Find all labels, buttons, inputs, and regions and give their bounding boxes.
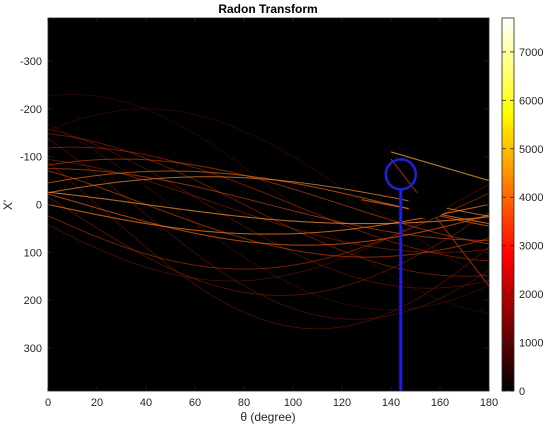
x-axis-label: θ (degree) — [240, 410, 295, 424]
sinogram-curve — [48, 146, 489, 262]
sinogram-curve — [48, 94, 489, 314]
x-tick-label: 80 — [238, 397, 250, 409]
x-tick-label: 100 — [284, 397, 302, 409]
y-tick-label: -300 — [20, 56, 42, 68]
colorbar-tick-label: 3000 — [519, 241, 543, 253]
colorbar-tick-label: 2000 — [519, 289, 543, 301]
sinogram-curve — [48, 108, 489, 279]
colorbar-tick-label: 7000 — [519, 47, 543, 59]
x-tick-label: 140 — [382, 397, 400, 409]
y-axis-label: X' — [1, 200, 15, 210]
dark-region — [407, 190, 448, 219]
sinogram-curve — [48, 184, 489, 282]
y-tick-label: -100 — [20, 152, 42, 164]
sinogram-streak — [390, 158, 489, 287]
colorbar-tick-label: 1000 — [519, 338, 543, 350]
x-tick-label: 160 — [431, 397, 449, 409]
x-tick-label: 40 — [140, 397, 152, 409]
y-tick-label: 100 — [24, 247, 42, 259]
x-tick-label: 60 — [189, 397, 201, 409]
y-tick-label: 300 — [24, 343, 42, 355]
x-axis-ticks: 0 20 40 60 80 100 120 140 160 180 — [45, 18, 498, 409]
colorbar-tick-label: 0 — [519, 386, 525, 398]
y-tick-label: 200 — [24, 295, 42, 307]
annotation-layer — [384, 158, 418, 391]
sinogram-curve — [48, 158, 489, 245]
sinogram-curve — [48, 203, 489, 235]
y-tick-label: 0 — [36, 200, 42, 212]
sinogram-streak — [390, 151, 489, 182]
colorbar-tick-label: 4000 — [519, 192, 543, 204]
sinogram-curve — [48, 128, 489, 289]
x-tick-label: 0 — [45, 397, 51, 409]
chart-title: Radon Transform — [218, 2, 317, 16]
colorbar — [501, 17, 515, 392]
x-tick-label: 180 — [480, 397, 498, 409]
sinogram-curve — [48, 123, 489, 311]
colorbar-ticks: 0 1000 2000 3000 4000 5000 6000 7000 — [502, 47, 543, 398]
sinogram-curve — [48, 138, 489, 320]
y-tick-label: -200 — [20, 104, 42, 116]
sinogram-curve — [48, 196, 489, 296]
x-tick-label: 120 — [333, 397, 351, 409]
colorbar-tick-label: 5000 — [519, 144, 543, 156]
sinogram-curve — [48, 161, 489, 330]
sinogram-curve — [48, 168, 489, 241]
sinogram-curves — [48, 94, 489, 330]
sinogram-curve — [48, 193, 489, 246]
sinogram-curve — [48, 170, 489, 258]
x-tick-label: 20 — [91, 397, 103, 409]
sinogram-curve — [48, 192, 489, 270]
sinogram-curve — [48, 191, 489, 225]
colorbar-tick-label: 6000 — [519, 95, 543, 107]
y-axis-ticks: -300 -200 -100 0 100 200 300 — [20, 56, 489, 355]
sinogram-curve — [48, 133, 489, 277]
